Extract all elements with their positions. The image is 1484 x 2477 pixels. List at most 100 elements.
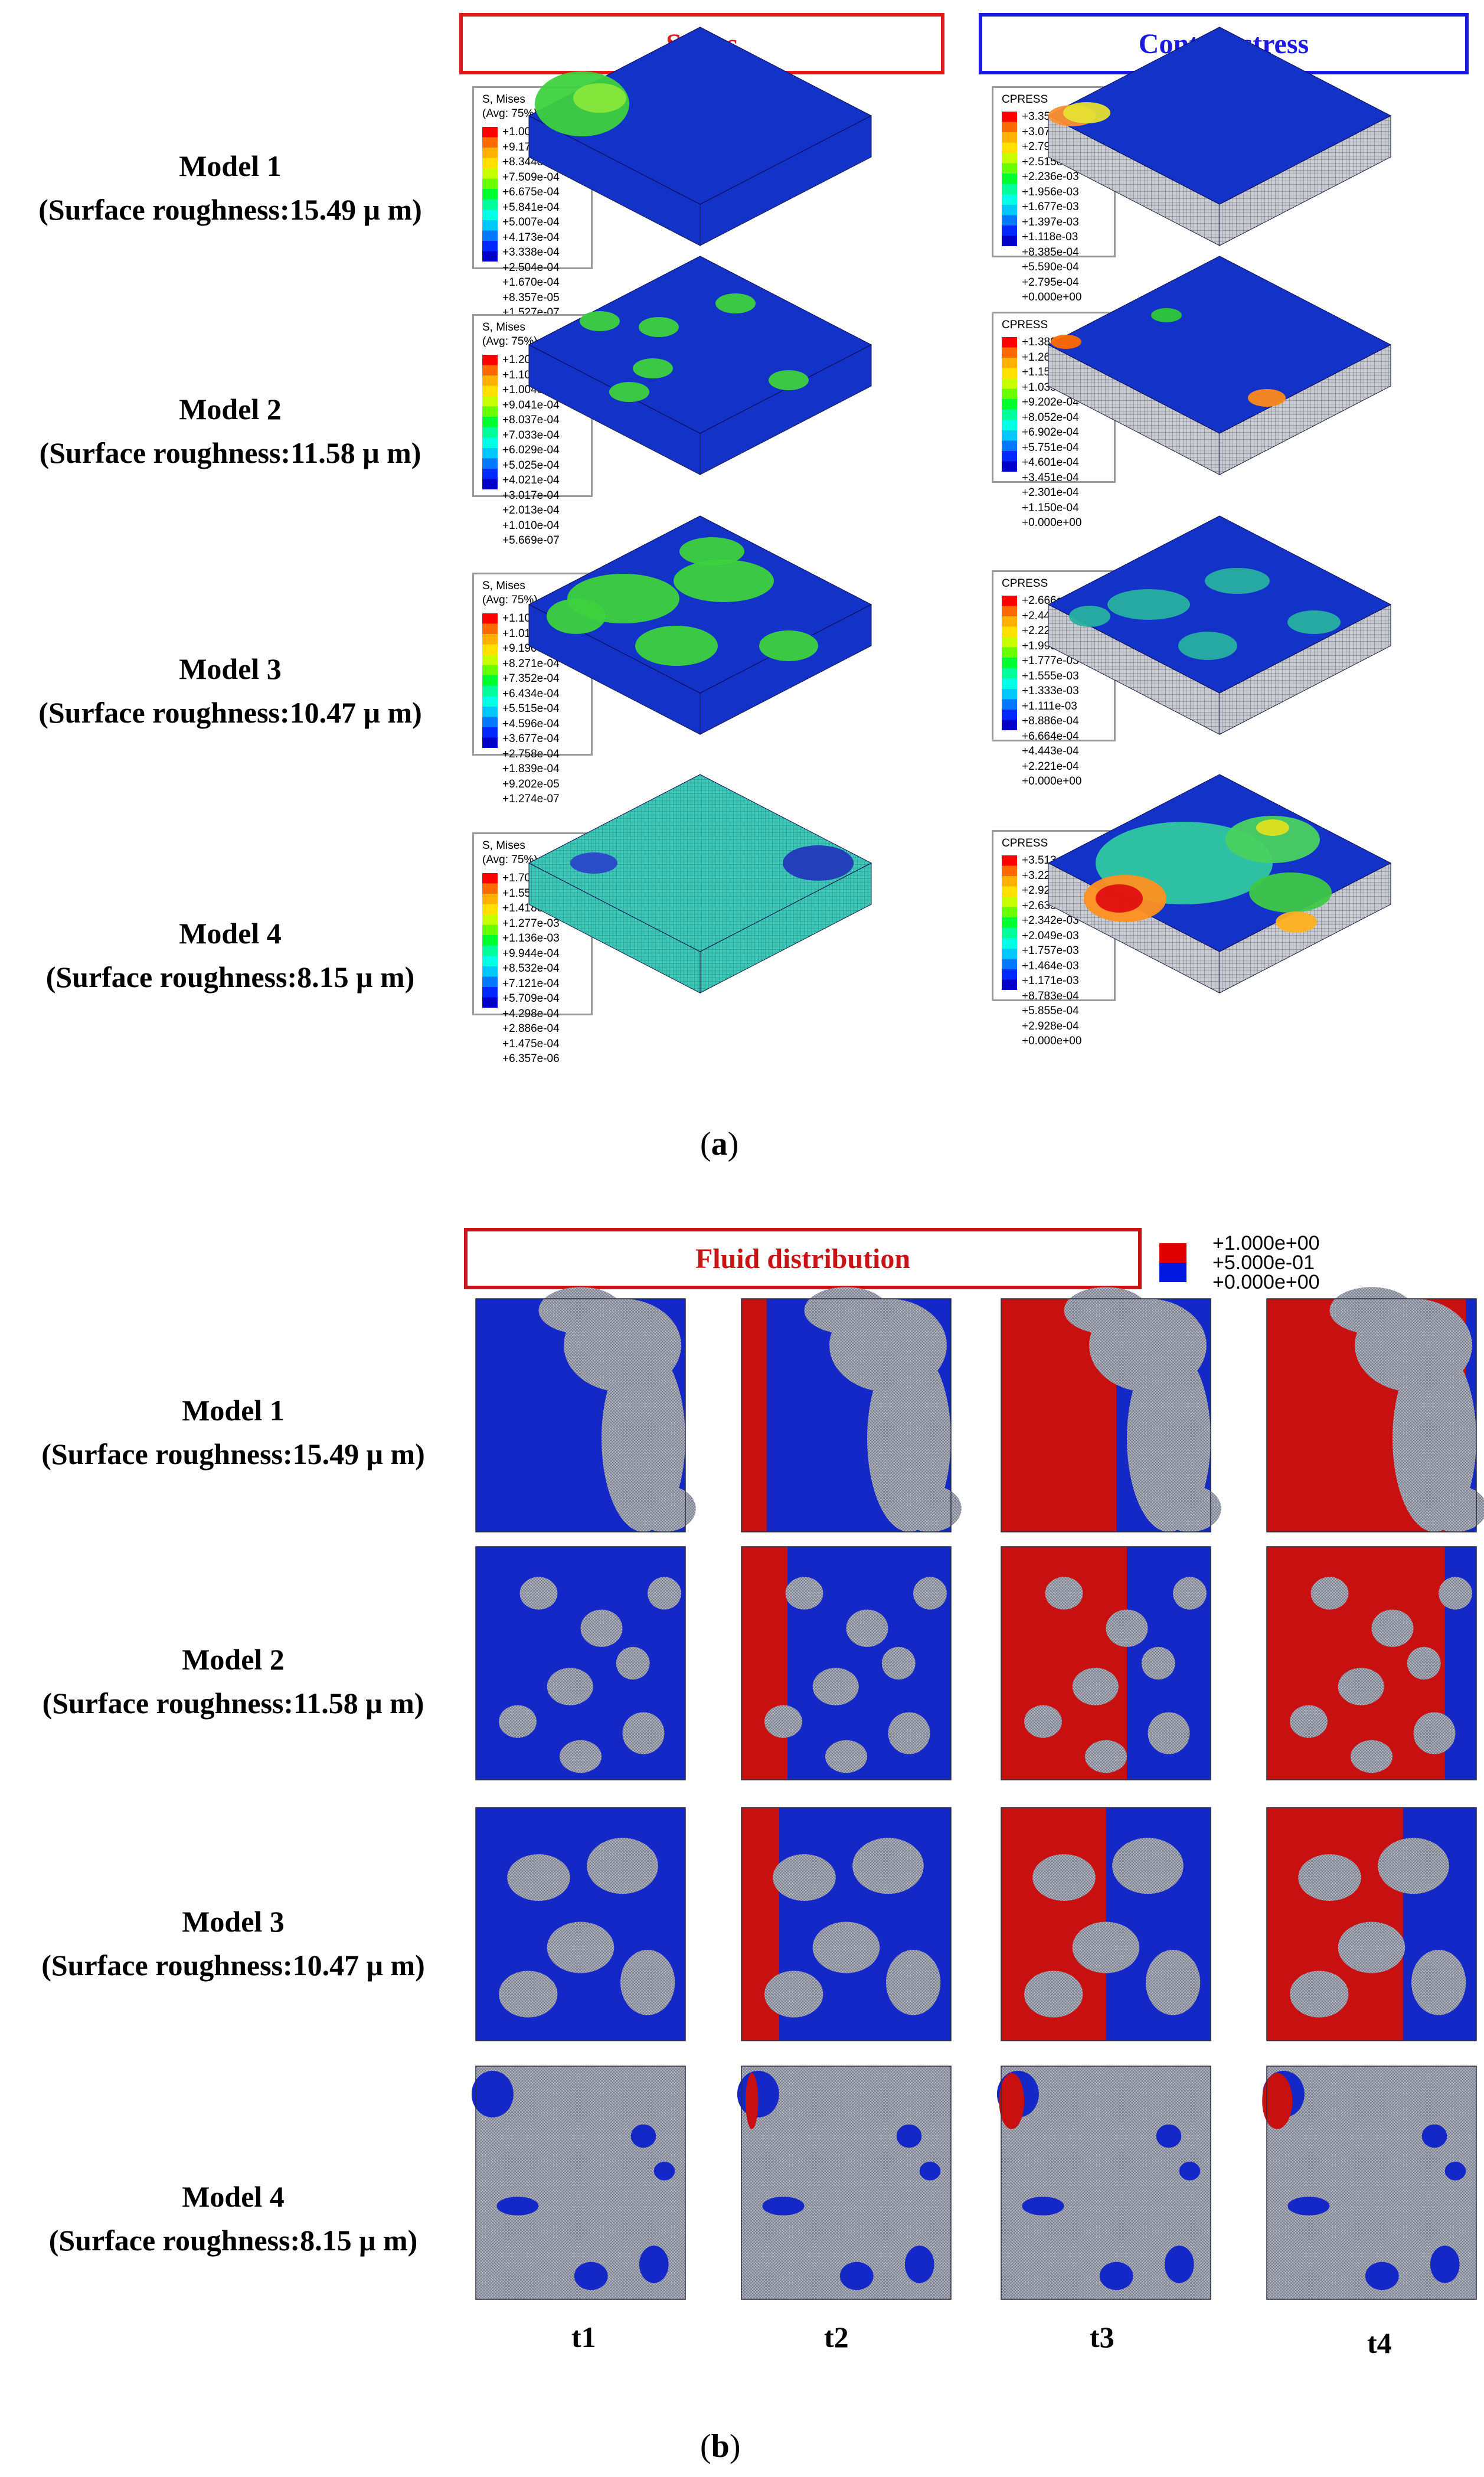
model-roughness: (Surface roughness:15.49 μ m) [38,193,422,226]
fluid-panel-model-2-t3 [1001,1546,1211,1780]
mesh-region [499,1705,537,1738]
contour-region [547,599,606,634]
mesh-region [1064,1287,1148,1334]
legend-value: +6.675e-04 [502,186,560,198]
fluid-region [996,2070,1039,2117]
legend-value: +6.357e-06 [502,1053,560,1065]
fluid-region [741,1808,951,2041]
legend-value: +8.037e-04 [502,414,560,426]
legend-value: +6.434e-04 [502,687,560,700]
legend-value: +8.886e-04 [1022,715,1079,727]
legend-color-bar [482,873,498,1008]
legend-value: +1.839e-04 [502,763,560,775]
legend-color-bar [1002,337,1017,472]
fluid-region [1430,2246,1460,2283]
panel-border [1001,2066,1211,2300]
mesh-region [616,1646,650,1680]
mesh-region [1439,1577,1472,1610]
legend-values: +2.666e-03+2.444e-03+2.221e-03+1.999e-03… [1022,593,1081,789]
legend-value: +2.795e-04 [1022,276,1079,289]
legend-value: +8.357e-05 [502,291,560,304]
mesh-region [564,1299,681,1392]
contour-region [570,852,617,874]
legend-value: +2.013e-04 [502,504,560,517]
mesh-region [1290,1971,1349,2018]
mesh-region [846,1609,888,1647]
mesh-region [812,1922,880,1973]
fea-block-contact-model-2 [1047,256,1392,475]
panel-border [475,2066,686,2300]
legend-value: +2.758e-04 [502,747,560,760]
legend-value: +9.202e-05 [502,777,560,790]
mesh-region [1310,1577,1349,1610]
time-label-t2: t2 [824,2321,849,2354]
legend-value: +9.202e-04 [1022,396,1079,409]
mesh-region [867,1345,951,1532]
legend-value: +2.886e-04 [502,1022,560,1035]
panel-border [1001,1807,1211,2041]
legend-value: +0.000e+00 [1022,1035,1082,1047]
fluid-region [737,2070,779,2117]
legend-value: +5.841e-04 [502,201,560,214]
mesh-region [1001,2066,1211,2299]
mesh-region [602,1345,685,1532]
legend-value: +1.757e-03 [1022,945,1079,957]
fluid-panel-model-4-t4 [1262,2066,1477,2300]
mesh-region [881,1646,916,1680]
fluid-region [630,2124,656,2148]
contour-region [1225,816,1320,863]
legend-values: +1.700e-03+1.559e-03+1.418e-03+1.277e-03… [502,871,560,1067]
model-name: Model 1 [179,149,282,182]
mesh-region [1338,1922,1405,1973]
mesh-region [888,1712,930,1754]
fluid-region [1421,2124,1447,2148]
fluid-region [1267,1808,1476,2041]
contour-region [1287,610,1341,634]
fluid-region [904,2246,934,2283]
fluid-region [471,2070,514,2117]
contour-region [679,537,744,566]
mesh-region [519,1577,558,1610]
model-3-label-b: Model 3 (Surface roughness:10.47 μ m) [0,1900,466,1987]
contour-region [609,382,649,402]
panel-border [1266,1298,1477,1532]
mesh-region [1106,1609,1148,1647]
mesh-region [1158,1485,1221,1532]
fea-block-contact-model-4 [1047,774,1392,994]
legend-value: +3.338e-04 [502,246,560,259]
model-4-label-b: Model 4 (Surface roughness:8.15 μ m) [0,2175,466,2262]
legend-value: +9.041e-04 [502,398,560,411]
time-label-t3: t3 [1090,2321,1114,2354]
fluid-region [1164,2246,1194,2283]
fluid-region [1267,1299,1476,1532]
model-name: Model 3 [182,1905,285,1938]
legend-value: +1.555e-03 [1022,669,1079,682]
legend-value: +7.121e-04 [502,977,560,990]
model-2-label-b: Model 2 (Surface roughness:11.58 μ m) [0,1638,466,1725]
model-name: Model 2 [179,393,282,426]
fluid-panel-model-1-t3 [1001,1287,1221,1532]
panel-border [475,1807,686,2041]
fluid-panel-model-3-t3 [1001,1807,1211,2041]
mesh-region [1045,1577,1083,1610]
fluid-region [496,2197,539,2215]
mesh-region [622,1712,665,1754]
fluid-region [1022,2197,1064,2215]
contour-region [769,370,809,390]
fluid-region [741,1299,951,1532]
legend-value: +1.274e-07 [502,793,560,805]
mesh-region [1413,1712,1456,1754]
legend-value: +1.464e-03 [1022,959,1079,972]
model-roughness: (Surface roughness:10.47 μ m) [41,1949,425,1982]
fluid-region [1001,1299,1211,1532]
legend-value: +0.000e+00 [1022,291,1082,303]
fluid-legend-value: +1.000e+00 [1212,1232,1320,1254]
mesh-region [1393,1345,1476,1532]
model-1-label-a: Model 1 (Surface roughness:15.49 μ m) [0,144,460,231]
fluid-region [639,2246,669,2283]
fluid-panel-model-2-t2 [741,1546,952,1780]
fea-block-stress-model-2 [528,256,872,475]
mesh-region [1411,1949,1466,2015]
block-top-face [528,774,872,952]
fluid-red-region [999,2073,1025,2129]
